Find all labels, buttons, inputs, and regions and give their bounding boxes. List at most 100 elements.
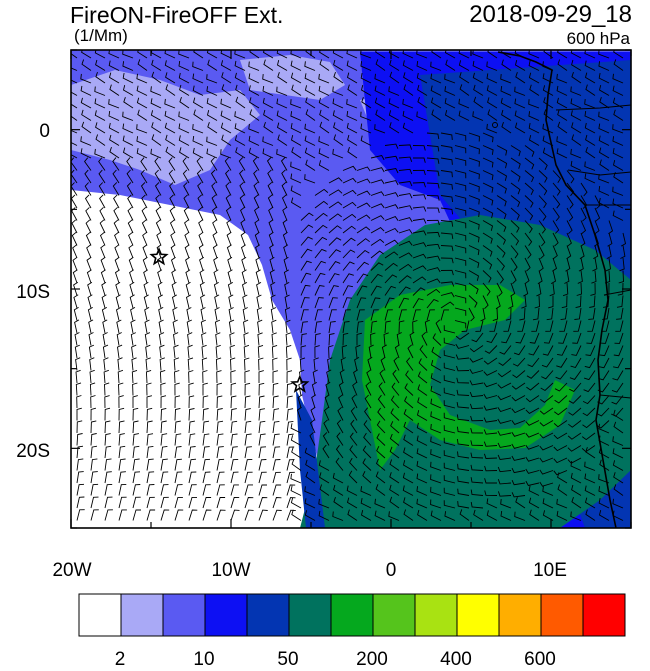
- wind-barb: [614, 332, 624, 344]
- wind-barb: [304, 123, 316, 134]
- wind-barb: [542, 498, 554, 509]
- wind-barb: [206, 50, 218, 59]
- wind-barb: [168, 157, 176, 171]
- wind-barb: [71, 115, 78, 121]
- wind-barb: [137, 59, 148, 71]
- wind-barb: [90, 420, 97, 434]
- wind-barb: [114, 231, 120, 246]
- wind-barb: [249, 97, 260, 109]
- wind-barb: [290, 161, 302, 171]
- wind-barb: [554, 395, 568, 404]
- wind-barb: [267, 181, 274, 196]
- wind-barb: [258, 357, 264, 371]
- wind-barb: [76, 471, 84, 484]
- wind-barb: [160, 509, 170, 521]
- wind-barb: [468, 170, 480, 180]
- wind-barb: [529, 84, 540, 96]
- wind-barb: [431, 109, 442, 121]
- wind-barb: [515, 332, 526, 344]
- wind-barb: [98, 182, 106, 196]
- wind-barb: [171, 269, 177, 284]
- wind-barb: [117, 344, 123, 359]
- wind-barb: [473, 84, 484, 96]
- wind-barb: [118, 509, 127, 521]
- wind-barb: [128, 256, 134, 271]
- wind-barb: [213, 282, 219, 296]
- wind-barb: [74, 319, 80, 334]
- wind-barb: [199, 282, 205, 296]
- wind-barb: [412, 182, 426, 188]
- wind-barb: [81, 59, 92, 71]
- wind-barb: [117, 369, 124, 384]
- wind-barb: [582, 420, 596, 429]
- wind-barb: [319, 484, 330, 496]
- wind-barb: [151, 134, 162, 146]
- wind-barb: [342, 201, 357, 209]
- wind-barb: [277, 72, 288, 84]
- wind-barb: [421, 331, 428, 346]
- wind-barb: [144, 319, 150, 334]
- wind-barb: [538, 245, 545, 260]
- wind-barb: [173, 357, 180, 371]
- wind-barb: [412, 169, 426, 176]
- wind-barb: [192, 124, 204, 134]
- wind-barb: [384, 216, 399, 221]
- wind-barb: [310, 406, 316, 421]
- wind-barb: [368, 344, 374, 359]
- wind-barb: [312, 369, 318, 384]
- wind-barb: [290, 185, 302, 196]
- wind-barb: [81, 121, 92, 134]
- wind-barb: [511, 467, 526, 474]
- wind-barb: [483, 382, 498, 388]
- wind-barb: [440, 245, 454, 252]
- wind-barb: [132, 471, 141, 484]
- pressure-level-label: 600 hPa: [566, 29, 630, 48]
- wind-barb: [174, 484, 183, 496]
- wind-barb: [342, 261, 355, 271]
- wind-barb: [304, 498, 316, 509]
- wind-barb: [360, 509, 372, 521]
- wind-barb: [557, 345, 568, 356]
- wind-barb: [151, 71, 162, 84]
- wind-barb: [389, 484, 400, 496]
- wind-barb: [469, 357, 484, 363]
- wind-barb: [469, 345, 484, 353]
- wind-barb: [328, 213, 342, 221]
- wind-barb: [104, 420, 111, 434]
- wind-barb: [89, 382, 96, 396]
- wind-barb: [552, 232, 559, 247]
- star-marker: [149, 246, 169, 266]
- wind-barb: [99, 206, 106, 221]
- wind-barb: [562, 282, 569, 297]
- wind-barb: [214, 294, 220, 309]
- x-tick-label: 10W: [211, 560, 251, 581]
- wind-barb: [483, 370, 498, 376]
- wind-barb: [398, 252, 413, 259]
- wind-barb: [456, 389, 470, 396]
- wind-barb: [496, 220, 507, 232]
- wind-barb: [468, 232, 480, 243]
- wind-barb: [430, 461, 442, 471]
- wind-barb: [126, 157, 134, 171]
- wind-barb: [108, 110, 120, 121]
- wind-barb: [512, 370, 526, 379]
- wind-barb: [390, 395, 400, 409]
- wind-barb: [201, 357, 208, 371]
- wind-barb: [556, 73, 568, 84]
- wind-barb: [552, 170, 561, 184]
- wind-barb: [470, 440, 484, 446]
- wind-barb: [220, 110, 232, 121]
- wind-barb: [416, 486, 428, 496]
- wind-barb: [553, 445, 568, 452]
- wind-barb: [403, 409, 414, 421]
- wind-barb: [375, 59, 386, 71]
- wind-barb: [132, 433, 139, 446]
- wind-barb: [291, 509, 302, 521]
- wind-barb: [284, 294, 290, 309]
- wind-barb: [384, 297, 395, 309]
- wind-barb: [403, 509, 414, 521]
- wind-barb: [333, 59, 344, 71]
- wind-barb: [71, 79, 78, 84]
- wind-barb: [71, 219, 78, 234]
- wind-barb: [314, 248, 327, 259]
